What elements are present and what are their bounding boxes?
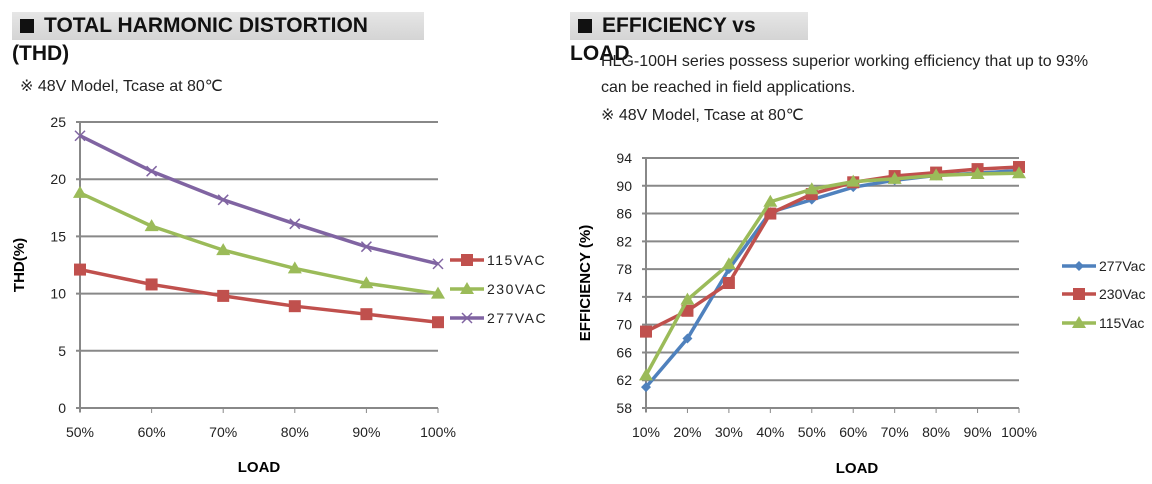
data-point-115Vac [1012, 166, 1026, 179]
y-tick-label: 74 [616, 289, 632, 305]
y-tick-label: 62 [616, 372, 632, 388]
data-point-115Vac [680, 292, 695, 305]
data-point-115Vac [721, 257, 736, 270]
data-point-230VAC [144, 219, 159, 232]
series-line-230VAC [79, 191, 439, 296]
data-point-230Vac [722, 277, 735, 289]
square-bullet-icon [20, 19, 34, 33]
data-point-115Vac [763, 194, 778, 207]
legend-label-230VAC: 230VAC [487, 281, 547, 297]
x-tick-label: 60% [839, 424, 867, 440]
series-line-115VAC [79, 267, 439, 324]
legend-marker-230VAC [460, 282, 474, 294]
data-point-115VAC [360, 308, 373, 321]
x-tick-label: 50% [798, 424, 826, 440]
x-tick-label: 90% [964, 424, 992, 440]
legend-marker-277Vac [1074, 261, 1084, 271]
x-tick-label: 100% [1001, 424, 1037, 440]
y-tick-label: 94 [616, 150, 632, 166]
data-point-230VAC [216, 243, 231, 256]
thd-header-text: TOTAL HARMONIC DISTORTION (THD) [12, 14, 368, 65]
y-tick-label: 0 [58, 400, 66, 416]
legend-label-277Vac: 277Vac [1099, 258, 1145, 274]
x-tick-label: 30% [715, 424, 743, 440]
thd-note: ※ 48V Model, Tcase at 80℃ [20, 78, 223, 95]
x-tick-label: 70% [881, 424, 909, 440]
series-line-230Vac [645, 165, 1020, 334]
x-tick-label: 10% [632, 424, 660, 440]
x-tick-label: 50% [66, 424, 94, 440]
y-tick-label: 66 [616, 344, 632, 360]
data-point-115VAC [432, 316, 444, 329]
thd-header: TOTAL HARMONIC DISTORTION (THD) [12, 12, 424, 65]
data-point-277Vac [641, 382, 651, 393]
x-tick-label: 100% [420, 424, 456, 440]
y-axis-label: THD(%) [11, 238, 28, 292]
y-tick-label: 82 [616, 233, 632, 249]
data-point-230Vac [640, 325, 652, 338]
legend-label-230Vac: 230Vac [1099, 286, 1145, 302]
x-tick-label: 70% [209, 424, 237, 440]
y-tick-label: 20 [50, 171, 66, 187]
x-tick-label: 20% [673, 424, 701, 440]
data-point-115Vac [639, 368, 653, 381]
legend-label-115VAC: 115VAC [487, 252, 546, 268]
x-tick-label: 80% [922, 424, 950, 440]
x-axis-label: LOAD [836, 460, 879, 477]
data-point-277VAC [217, 194, 229, 206]
x-tick-label: 90% [352, 424, 380, 440]
legend-marker-115Vac [1072, 316, 1086, 328]
data-point-230VAC [287, 261, 302, 274]
data-point-115VAC [145, 278, 158, 291]
x-tick-label: 40% [756, 424, 784, 440]
y-tick-label: 15 [50, 228, 66, 244]
data-point-115Vac [804, 182, 819, 195]
data-point-115VAC [74, 263, 86, 276]
efficiency-desc-1: HLG-100H series possess superior working… [601, 53, 1089, 70]
y-tick-label: 90 [616, 178, 632, 194]
data-point-277Vac [682, 333, 693, 344]
data-point-115VAC [217, 289, 230, 302]
data-point-230VAC [73, 185, 87, 198]
legend-marker-230Vac [1073, 288, 1085, 300]
x-axis-label: LOAD [238, 459, 281, 476]
y-tick-label: 78 [616, 261, 632, 277]
legend-label-277VAC: 277VAC [487, 310, 547, 326]
data-point-115VAC [288, 300, 301, 313]
x-tick-label: 60% [138, 424, 166, 440]
y-tick-label: 10 [50, 286, 66, 302]
data-point-230VAC [431, 286, 445, 299]
data-point-277VAC [74, 130, 86, 142]
efficiency-header: EFFICIENCY vs LOAD [570, 12, 808, 65]
efficiency-desc-2: can be reached in field applications. [601, 79, 856, 96]
data-point-230VAC [359, 276, 374, 289]
series-line-277VAC [79, 134, 439, 266]
data-point-115Vac [970, 166, 985, 179]
legend-label-115Vac: 115Vac [1099, 315, 1144, 331]
efficiency-note: ※ 48V Model, Tcase at 80℃ [601, 107, 804, 124]
y-tick-label: 25 [50, 114, 66, 130]
y-axis-label: EFFICIENCY (%) [577, 225, 594, 341]
series-line-115Vac [644, 171, 1020, 377]
legend-marker-115VAC [461, 254, 473, 266]
data-point-277VAC [289, 218, 301, 230]
data-point-230Vac [764, 207, 777, 220]
y-tick-label: 70 [616, 317, 632, 333]
data-point-115Vac [887, 171, 902, 184]
y-tick-label: 86 [616, 206, 632, 222]
data-point-277VAC [432, 258, 444, 270]
legend-marker-277VAC [461, 312, 473, 324]
y-tick-label: 58 [616, 400, 632, 416]
y-tick-label: 5 [58, 343, 66, 359]
data-point-277VAC [146, 165, 158, 177]
square-bullet-icon [578, 19, 592, 33]
data-point-277VAC [360, 241, 372, 253]
data-point-115Vac [846, 174, 861, 187]
x-tick-label: 80% [281, 424, 309, 440]
series-line-277Vac [644, 168, 1020, 389]
efficiency-header-text: EFFICIENCY vs LOAD [570, 14, 756, 65]
data-point-115Vac [929, 168, 944, 181]
